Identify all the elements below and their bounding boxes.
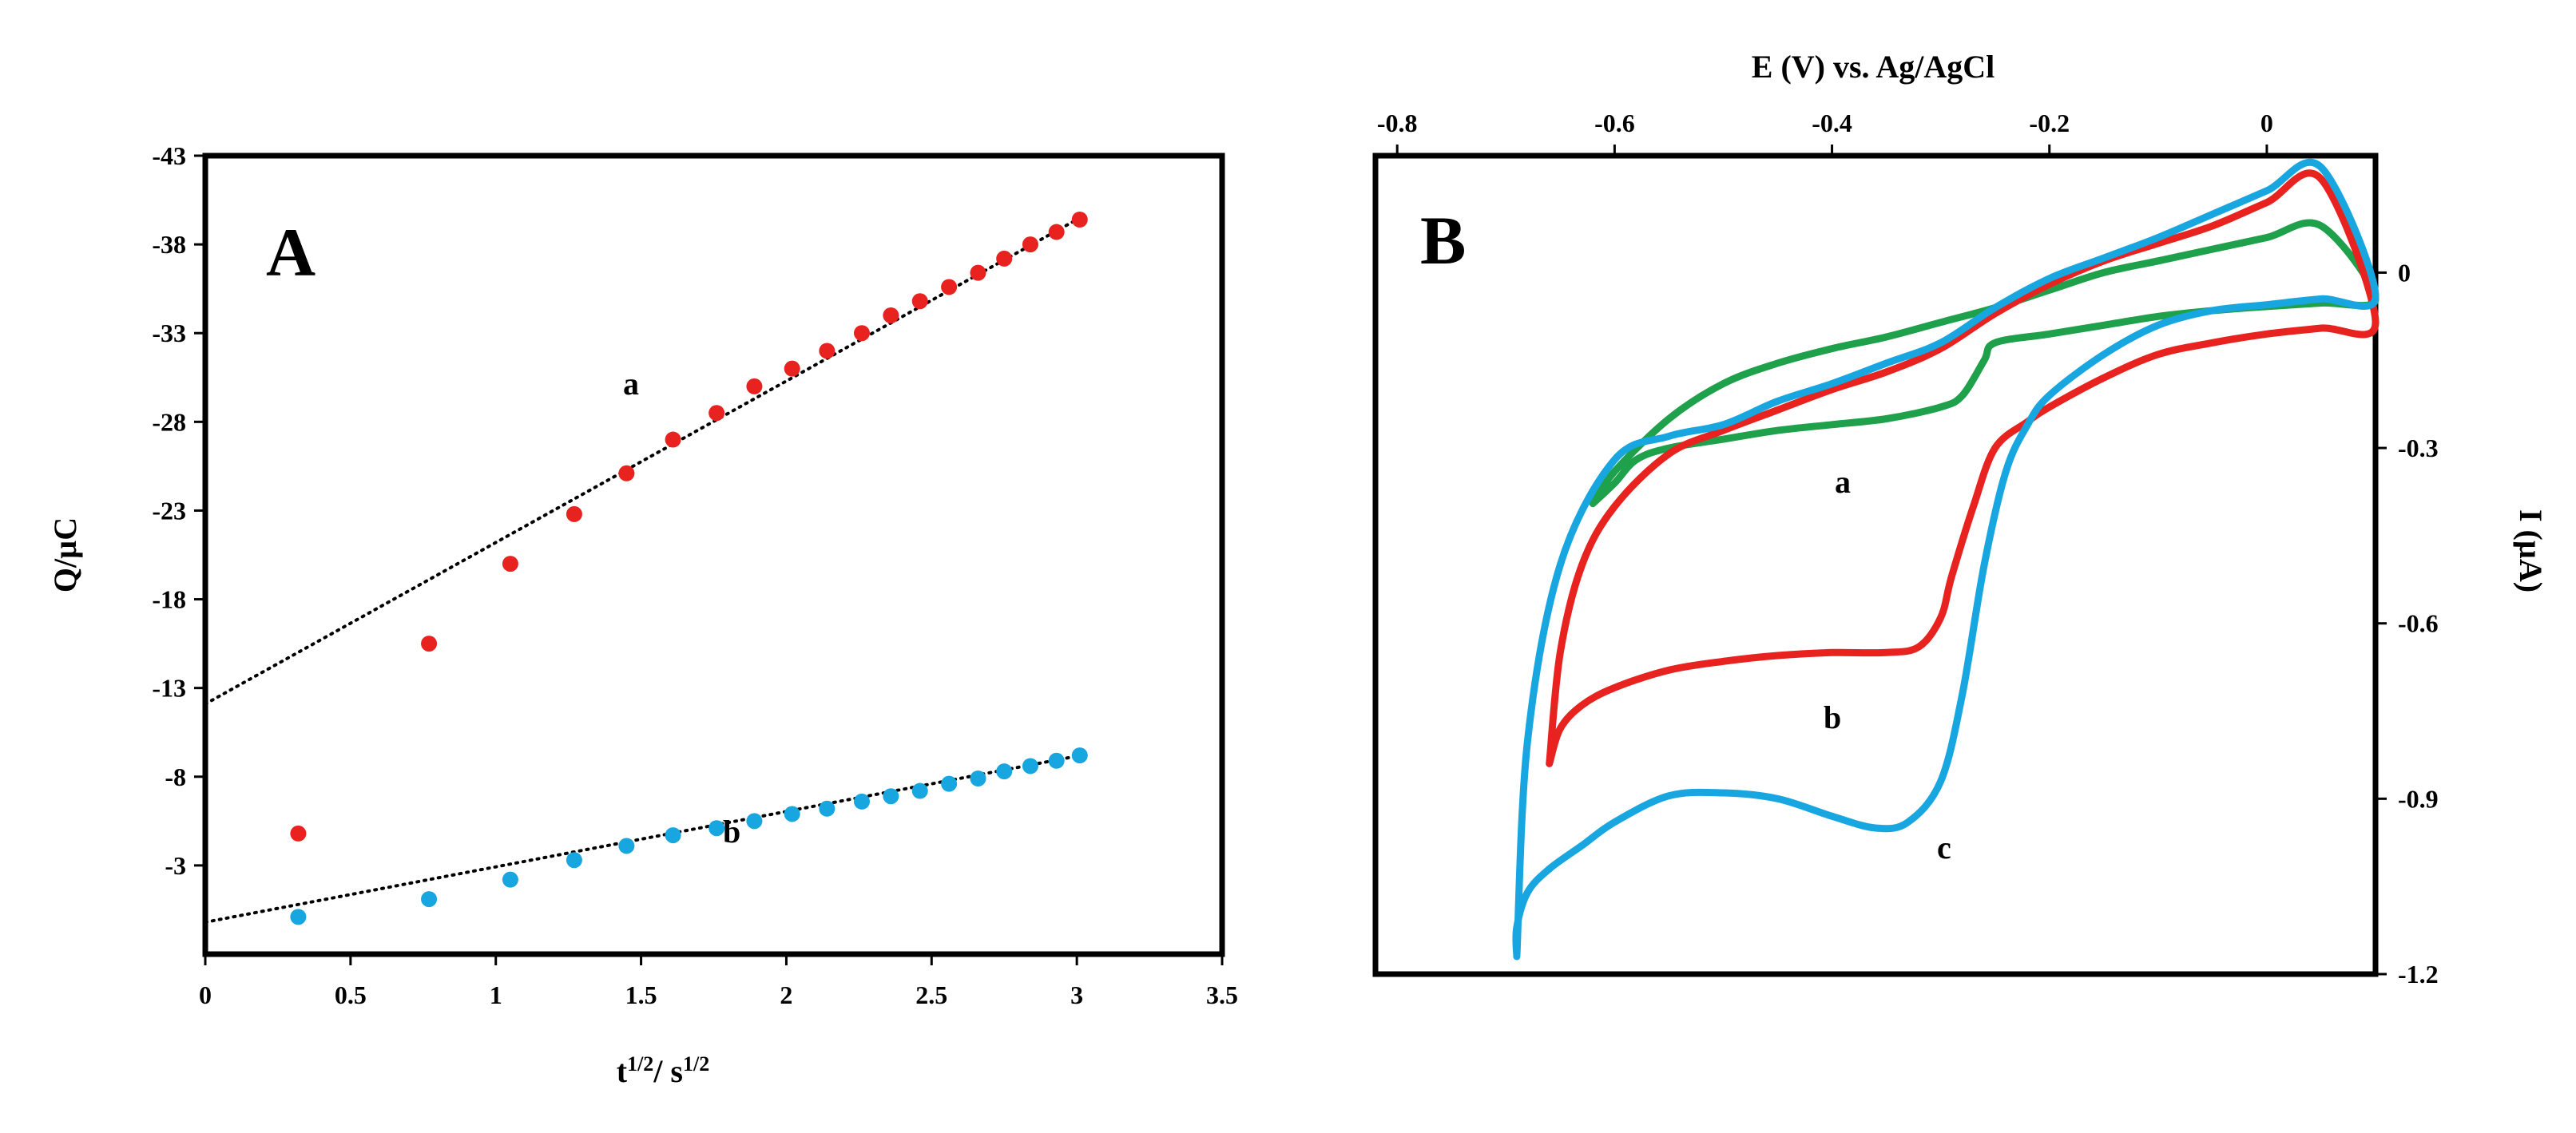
panel-b-y-tick-label-1-2: -1.2 [2398, 960, 2439, 988]
panel-a-series-a-point [784, 360, 800, 377]
panel-a-series-a-point [1048, 224, 1065, 240]
panel-b-y-tick-label-0: 0 [2398, 258, 2411, 287]
panel-b-curve-a [1589, 219, 2380, 508]
panel-b-curve-c [1512, 158, 2380, 961]
panel-a-series-b-point [746, 813, 763, 830]
panel-a-series-b-point [665, 827, 681, 844]
panel-b-plot-frame [1372, 153, 2379, 977]
panel-a-y-tick-label-18: -18 [152, 585, 186, 614]
panel-b-x-tick-label-0: 0 [2260, 109, 2273, 137]
panel-b-tick-marks [1395, 145, 2387, 976]
panel-a-fit-line-a [204, 214, 1085, 706]
panel-a-x-tick-label-3-5: 3.5 [1206, 980, 1238, 1009]
panel-a-y-tick-label-43: -43 [152, 141, 186, 170]
panel-a-series-b-point [784, 806, 800, 822]
panel-b-x-axis-label: E (V) vs. Ag/AgCl [1752, 49, 1995, 85]
panel-a-y-tick-label-3: -3 [165, 851, 186, 880]
panel-a-y-tick-label-8: -8 [165, 763, 186, 791]
panel-a-x-tick-label-2-5: 2.5 [915, 980, 947, 1009]
panel-a-y-tick-label-38: -38 [152, 230, 186, 259]
panel-a-series-a-point [1071, 212, 1088, 228]
panel-a-series-b-point [502, 871, 518, 888]
panel-a-y-axis-label: Q/µC [47, 517, 83, 592]
panel-a-series-a-point [618, 465, 635, 481]
panel-a-x-axis-label: t1/2/ s1/2 [617, 1052, 709, 1090]
panel-b-series-c-label: c [1937, 830, 1951, 866]
panel-a-x-tick-label-1-5: 1.5 [625, 980, 657, 1009]
panel-a-series-b-point [970, 771, 986, 786]
panel-b-y-axis-label: I (µA) [2513, 509, 2549, 592]
panel-a-fit-line-b [204, 753, 1085, 924]
panel-a-label: A [266, 214, 316, 291]
panel-a-y-tick-label-28: -28 [152, 407, 186, 436]
panel-a-y-tick-label-13: -13 [152, 674, 186, 703]
panel-a-x-tick-label-1: 1 [490, 980, 502, 1009]
panel-a-series-a-label: a [623, 366, 639, 402]
panel-b-y-tick-labels: 0 -0.3 -0.6 -0.9 -1.2 [2398, 258, 2439, 988]
panel-a-series-a-point [566, 505, 582, 522]
panel-a-tick-marks [194, 154, 1224, 965]
panel-a-series-b-label: b [723, 814, 740, 850]
panel-b-y-tick-label-0-6: -0.6 [2398, 609, 2439, 638]
panel-b-x-tick-label-0-8: -0.8 [1377, 109, 1418, 137]
panel-b-label: B [1420, 202, 1466, 279]
panel-a-series-b-point [708, 820, 725, 837]
panel-a-series-b-point [941, 775, 958, 792]
panel-a-series-b-point [911, 782, 928, 799]
panel-b-x-tick-label-0-4: -0.4 [1812, 109, 1852, 137]
panel-a-x-tick-label-0: 0 [199, 980, 212, 1009]
panel-a-fit-lines [204, 214, 1085, 924]
panel-a-series-b-point [618, 838, 635, 854]
panel-a-series-a-point [883, 307, 899, 323]
panel-a-data-points [290, 212, 1088, 925]
panel-a-series-a-point [996, 250, 1013, 267]
panel-b-y-tick-label-0-3: -0.3 [2398, 434, 2439, 462]
panel-b-x-tick-label-0-2: -0.2 [2029, 109, 2070, 137]
panel-a-series-a-point [1022, 236, 1038, 253]
panel-a-series-b-point [883, 788, 899, 805]
panel-a-series-b-point [421, 891, 438, 908]
panel-a-series-a-point [502, 556, 518, 572]
panel-b-curve-b [1546, 169, 2380, 767]
panel-b-x-tick-label-0-6: -0.6 [1594, 109, 1635, 137]
panel-b-series-b-label: b [1824, 699, 1841, 735]
panel-b-x-tick-labels: -0.8 -0.6 -0.4 -0.2 0 [1377, 109, 2273, 137]
panel-a-y-tick-labels: -43 -38 -33 -28 -23 -18 -13 -8 -3 [152, 141, 186, 880]
panel-a-series-a-point [421, 636, 438, 652]
panel-a-x-tick-label-0-5: 0.5 [335, 980, 367, 1009]
panel-a-series-a-point [665, 431, 681, 448]
panel-a-series-a-point [746, 378, 763, 394]
panel-b: -0.8 -0.6 -0.4 -0.2 0 0-0.3-0.6-0.9-1.2 B a … [1372, 49, 2549, 988]
panel-b-curves [1512, 158, 2380, 961]
panel-a-y-tick-label-33: -33 [152, 319, 186, 347]
panel-a-y-tick-label-23: -23 [152, 496, 186, 525]
panel-a-series-b-point [1022, 758, 1038, 774]
panel-a-series-a-point [819, 343, 836, 359]
panel-a: 0 0.5 1 1.5 2 2.5 3 3.5 -43 -38 -33 -28 -23 -18 -13 -8… [47, 141, 1238, 1089]
panel-a-x-tick-labels: 0 0.5 1 1.5 2 2.5 3 3.5 [199, 980, 1238, 1009]
panel-a-series-a-point [941, 279, 958, 295]
panel-b-y-tick-label-0-9: -0.9 [2398, 784, 2439, 813]
panel-a-x-tick-label-2: 2 [780, 980, 792, 1009]
panel-a-series-b-point [566, 852, 582, 869]
panel-a-series-b-point [996, 763, 1013, 780]
panel-a-series-a-point [290, 825, 307, 842]
panel-a-series-b-point [853, 793, 870, 810]
panel-a-series-a-point [853, 325, 870, 342]
panel-a-series-b-point [1071, 747, 1088, 764]
panel-a-series-a-point [970, 264, 986, 281]
panel-a-series-a-point [708, 405, 725, 422]
panel-a-x-tick-label-3: 3 [1070, 980, 1083, 1009]
panel-a-series-b-point [819, 800, 836, 817]
panel-a-series-a-point [911, 293, 928, 310]
panel-b-series-a-label: a [1835, 464, 1851, 500]
panel-a-series-b-point [290, 909, 307, 925]
panel-a-series-b-point [1048, 752, 1065, 769]
